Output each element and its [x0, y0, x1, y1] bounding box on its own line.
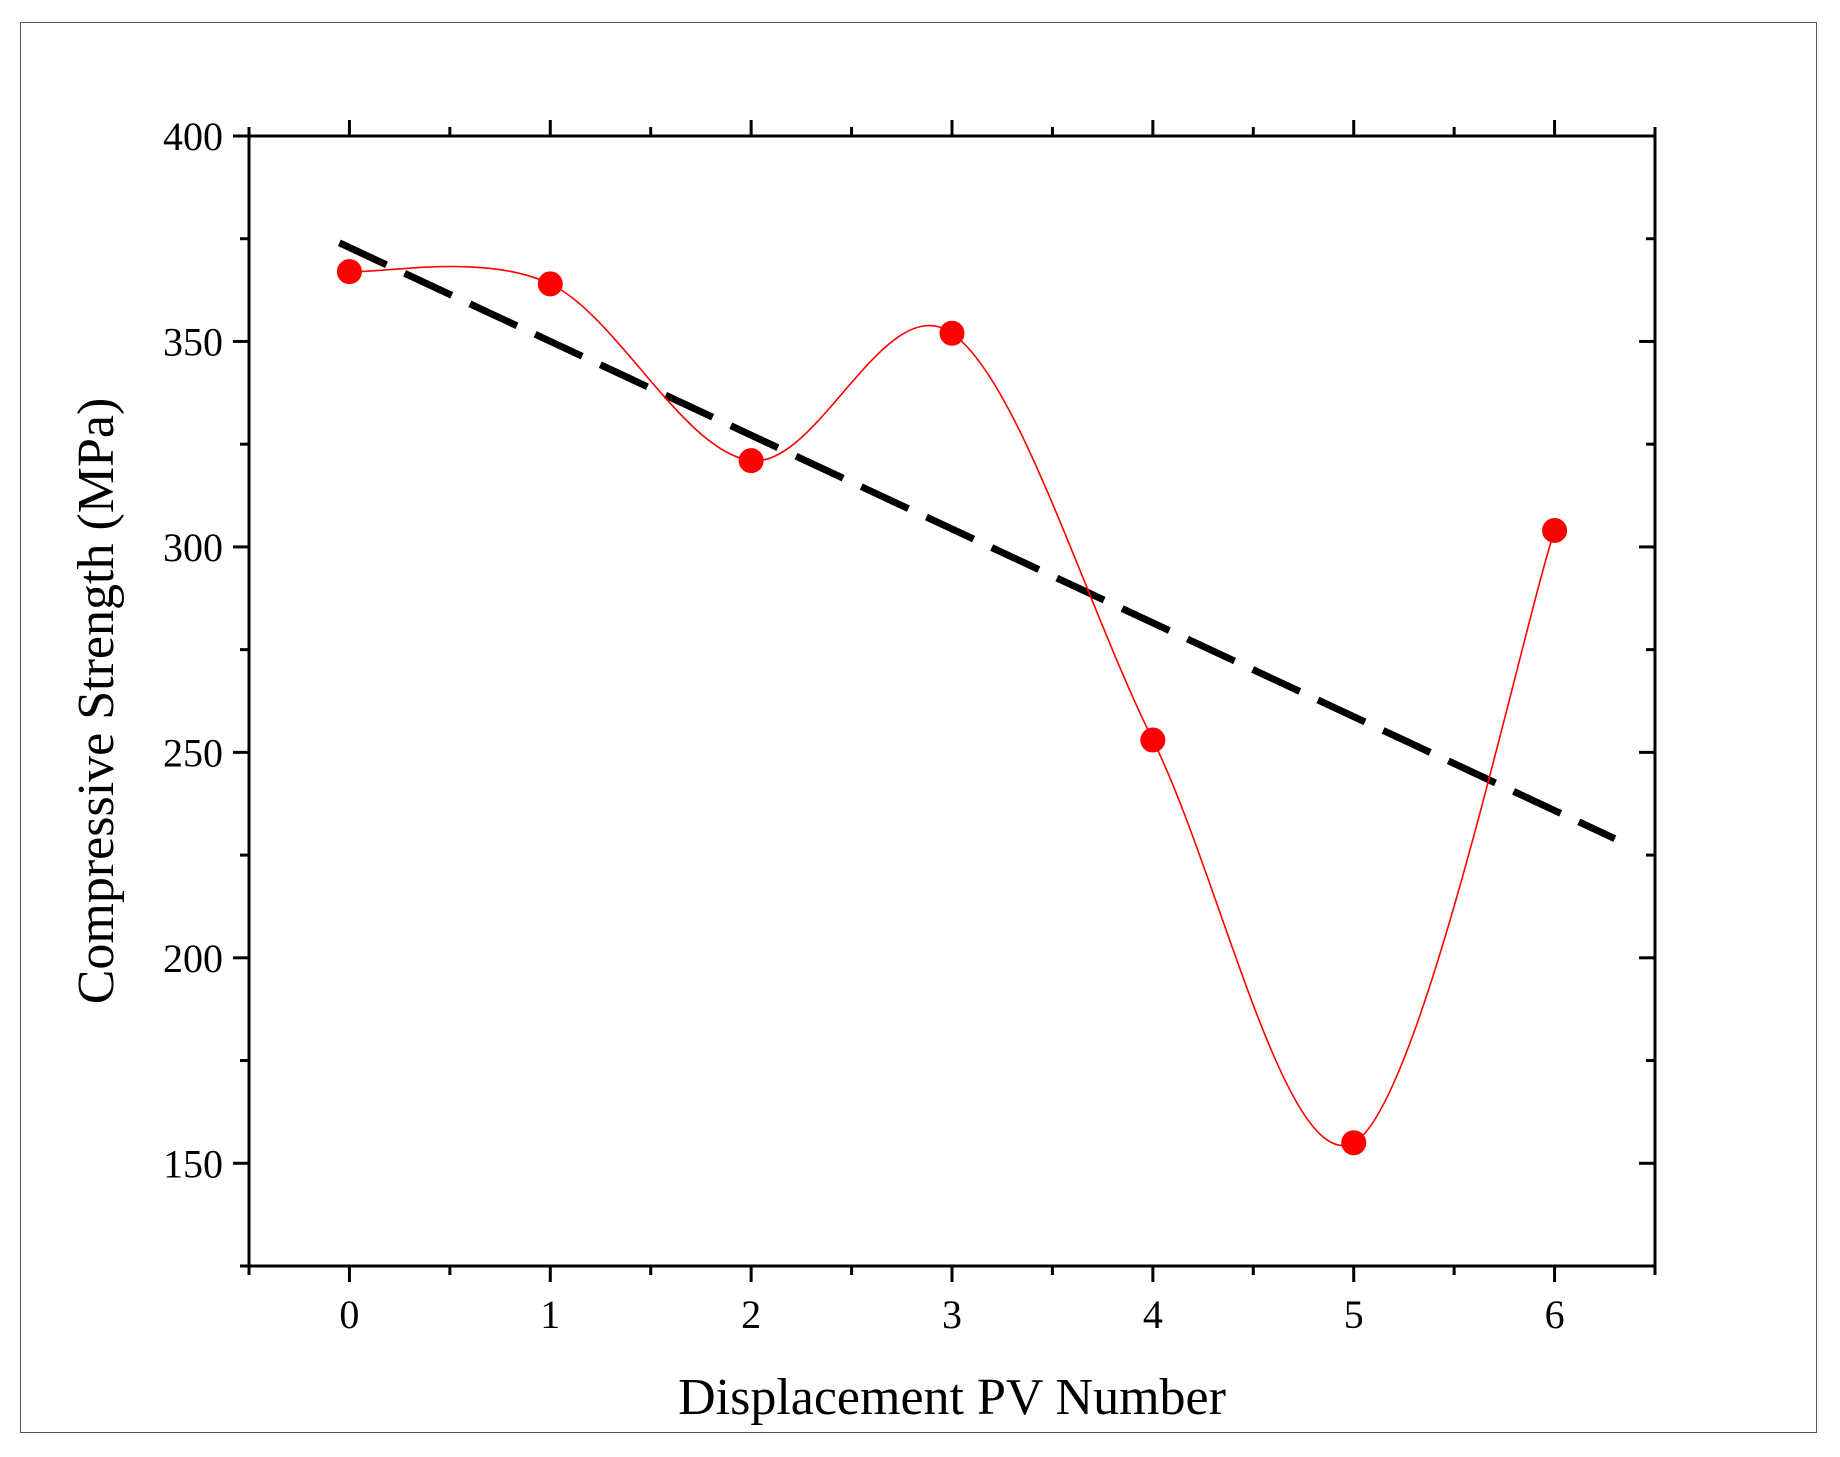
y-tick-label: 350 — [163, 319, 223, 364]
data-point — [1341, 1130, 1367, 1156]
x-tick-label: 3 — [942, 1292, 962, 1337]
data-point — [1140, 727, 1166, 753]
data-point — [939, 320, 965, 346]
trend-line — [337, 239, 1617, 842]
data-point — [738, 448, 764, 474]
x-tick-label: 2 — [741, 1292, 761, 1337]
compressive-strength-chart: 0 1 2 3 4 5 6 150 200 250 300 350 400 Displacement P… — [68, 114, 1657, 1426]
x-tick-label: 1 — [540, 1292, 560, 1337]
y-tick-label: 150 — [163, 1141, 223, 1186]
y-tick-label: 250 — [163, 730, 223, 775]
plot-area-frame — [247, 134, 1657, 1268]
x-tick-label: 6 — [1545, 1292, 1565, 1337]
figure-frame: 0 1 2 3 4 5 6 150 200 250 300 350 400 Displacement P… — [20, 22, 1817, 1433]
y-tick-label: 400 — [163, 114, 223, 159]
strength-curve — [349, 265, 1556, 1147]
x-tick-label: 4 — [1143, 1292, 1163, 1337]
y-axis-title: Compressive Strength (MPa) — [68, 398, 125, 1005]
data-point — [537, 271, 563, 297]
data-point — [336, 259, 362, 285]
x-axis-title: Displacement PV Number — [678, 1369, 1226, 1426]
tick-labels: 0 1 2 3 4 5 6 150 200 250 300 350 400 — [163, 114, 1565, 1337]
axis-ticks — [233, 120, 1657, 1282]
y-tick-label: 200 — [163, 936, 223, 981]
y-tick-label: 300 — [163, 525, 223, 570]
series-layer — [336, 239, 1617, 1156]
x-tick-label: 0 — [339, 1292, 359, 1337]
x-tick-label: 5 — [1344, 1292, 1364, 1337]
data-point — [1542, 517, 1568, 543]
